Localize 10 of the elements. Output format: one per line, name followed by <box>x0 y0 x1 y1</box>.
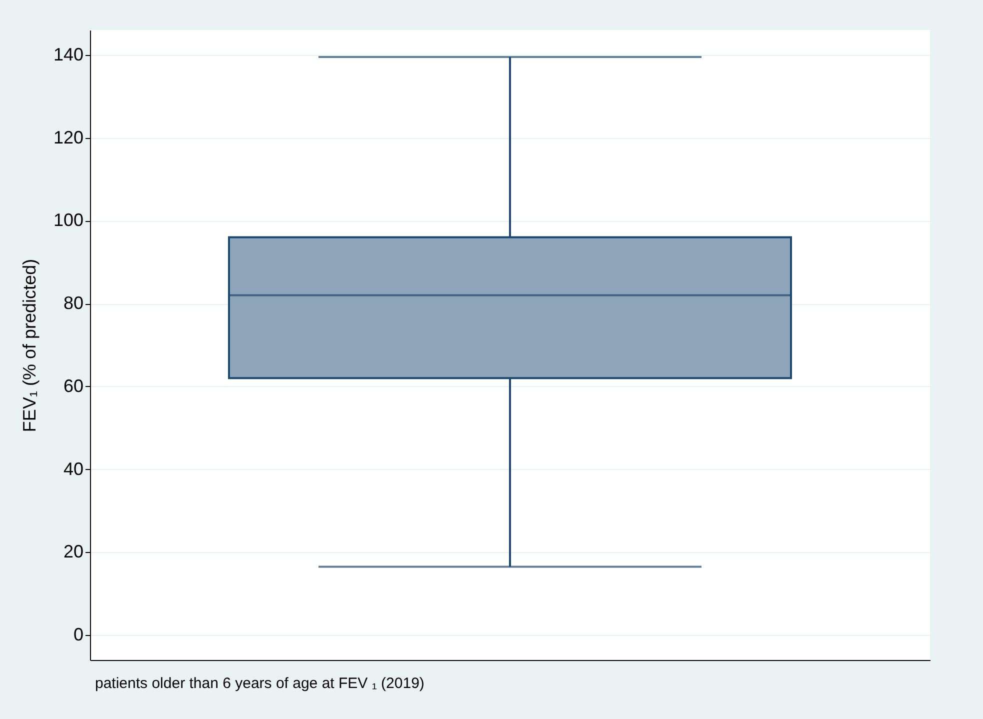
y-tick-label: 100 <box>53 210 84 230</box>
y-tick-label: 120 <box>53 127 84 148</box>
y-axis-title: FEV₁ (% of predicted) <box>19 258 40 432</box>
y-tick-label: 40 <box>63 458 84 479</box>
y-tick-label: 140 <box>53 44 84 64</box>
text: patients older than 6 years of age at FEV ₁ (2019) <box>95 675 424 692</box>
y-tick-label: 20 <box>63 542 84 562</box>
y-tick-label: 80 <box>63 293 84 314</box>
y-tick-label: 0 <box>73 624 84 645</box>
y-tick-label: 60 <box>63 376 84 396</box>
